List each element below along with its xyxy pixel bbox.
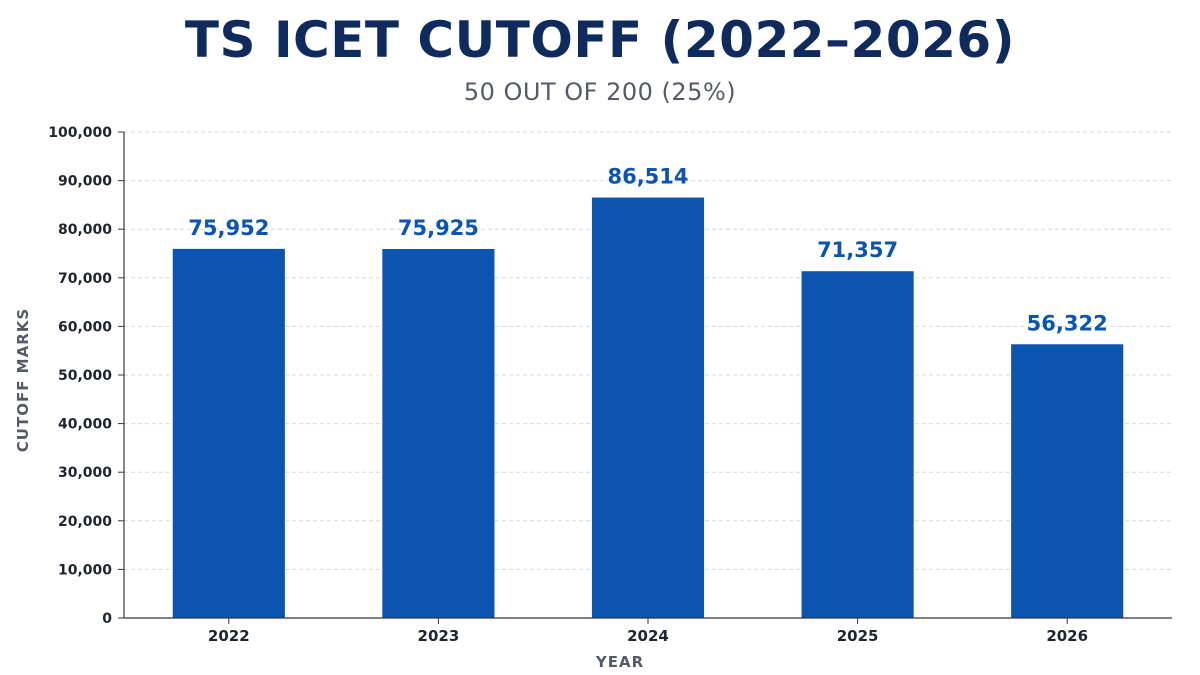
bar-2025 [801,271,914,618]
y-tick-label: 60,000 [58,319,112,335]
y-tick-label: 20,000 [58,514,112,530]
y-tick-label: 10,000 [58,562,112,578]
y-tick-label: 80,000 [58,222,112,238]
chart-title: TS ICET CUTOFF (2022–2026) [184,11,1016,69]
y-tick-label: 100,000 [48,125,112,141]
x-tick-label-2022: 2022 [208,627,250,645]
chart-subtitle: 50 OUT OF 200 (25%) [463,78,737,106]
x-axis-title: YEAR [595,653,644,671]
bars [172,197,1124,618]
y-tick-label: 30,000 [58,465,112,481]
x-tick-label-2024: 2024 [627,627,669,645]
bar-2026 [1011,344,1124,618]
value-label-2023: 75,925 [398,216,479,240]
y-tick-label: 70,000 [58,271,112,287]
value-label-2025: 71,357 [817,238,898,262]
x-tick-label-2025: 2025 [837,627,879,645]
axes [118,131,1172,624]
x-tick-label-2026: 2026 [1046,627,1088,645]
labels: 0 10,000 20,000 30,000 40,000 50,000 60,000 70,… [48,125,1107,645]
value-label-2026: 56,322 [1027,311,1108,335]
y-tick-label: 50,000 [58,368,112,384]
x-tick-label-2023: 2023 [418,627,460,645]
bar-2022 [172,248,285,618]
value-label-2024: 86,514 [607,165,688,189]
bar-2023 [382,249,495,618]
y-tick-label: 0 [102,611,112,627]
value-label-2022: 75,952 [188,216,269,240]
y-axis-title: CUTOFF MARKS [14,308,32,452]
y-tick-label: 90,000 [58,174,112,190]
bar-2024 [591,197,705,618]
y-tick-label: 40,000 [58,417,112,433]
